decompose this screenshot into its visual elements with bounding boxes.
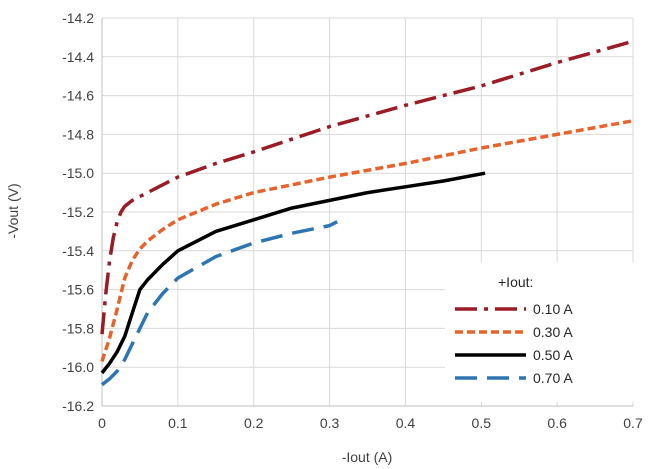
y-tick-label: -14.6 [62,88,94,104]
x-tick-label: 0 [98,415,106,431]
grid [101,17,634,407]
legend-label-2: 0.30 A [533,324,573,340]
y-tick-label: -15.4 [62,243,94,259]
legend-title: +Iout: [498,274,533,290]
series-line-2 [100,119,634,362]
series-lines [100,39,634,387]
x-tick-label: 0.7 [623,415,643,431]
y-tick-label: -16.2 [62,398,94,414]
y-tick-label: -15.0 [62,165,94,181]
series-line-4 [100,220,338,387]
axes: 0 0.1 0.2 0.3 0.4 0.5 0.6 0.7 -16.2 -16.0 -15.8 -15… [62,10,643,431]
y-tick-label: -15.2 [62,204,94,220]
x-tick-label: 0.3 [320,415,340,431]
y-tick-label: -14.4 [62,49,94,65]
x-tick-label: 0.2 [244,415,264,431]
series-line-3 [100,171,486,375]
y-tick-label: -16.0 [62,359,94,375]
series-line-1 [100,39,634,335]
y-tick-label: -14.2 [62,10,94,26]
legend-label-3: 0.50 A [533,347,573,363]
legend-label-1: 0.10 A [533,301,573,317]
y-tick-label: -15.8 [62,320,94,336]
x-axis-title: -Iout (A) [342,449,393,465]
x-tick-label: 0.6 [547,415,567,431]
legend: +Iout: 0.10 A 0.30 A 0.50 A 0.70 A [445,262,635,402]
x-tick-label: 0.5 [472,415,492,431]
y-tick-label: -14.8 [62,126,94,142]
y-tick-label: -15.6 [62,282,94,298]
y-axis-title: -Vout (V) [5,183,21,238]
x-tick-label: 0.1 [168,415,188,431]
legend-label-4: 0.70 A [533,370,573,386]
x-tick-label: 0.4 [396,415,416,431]
